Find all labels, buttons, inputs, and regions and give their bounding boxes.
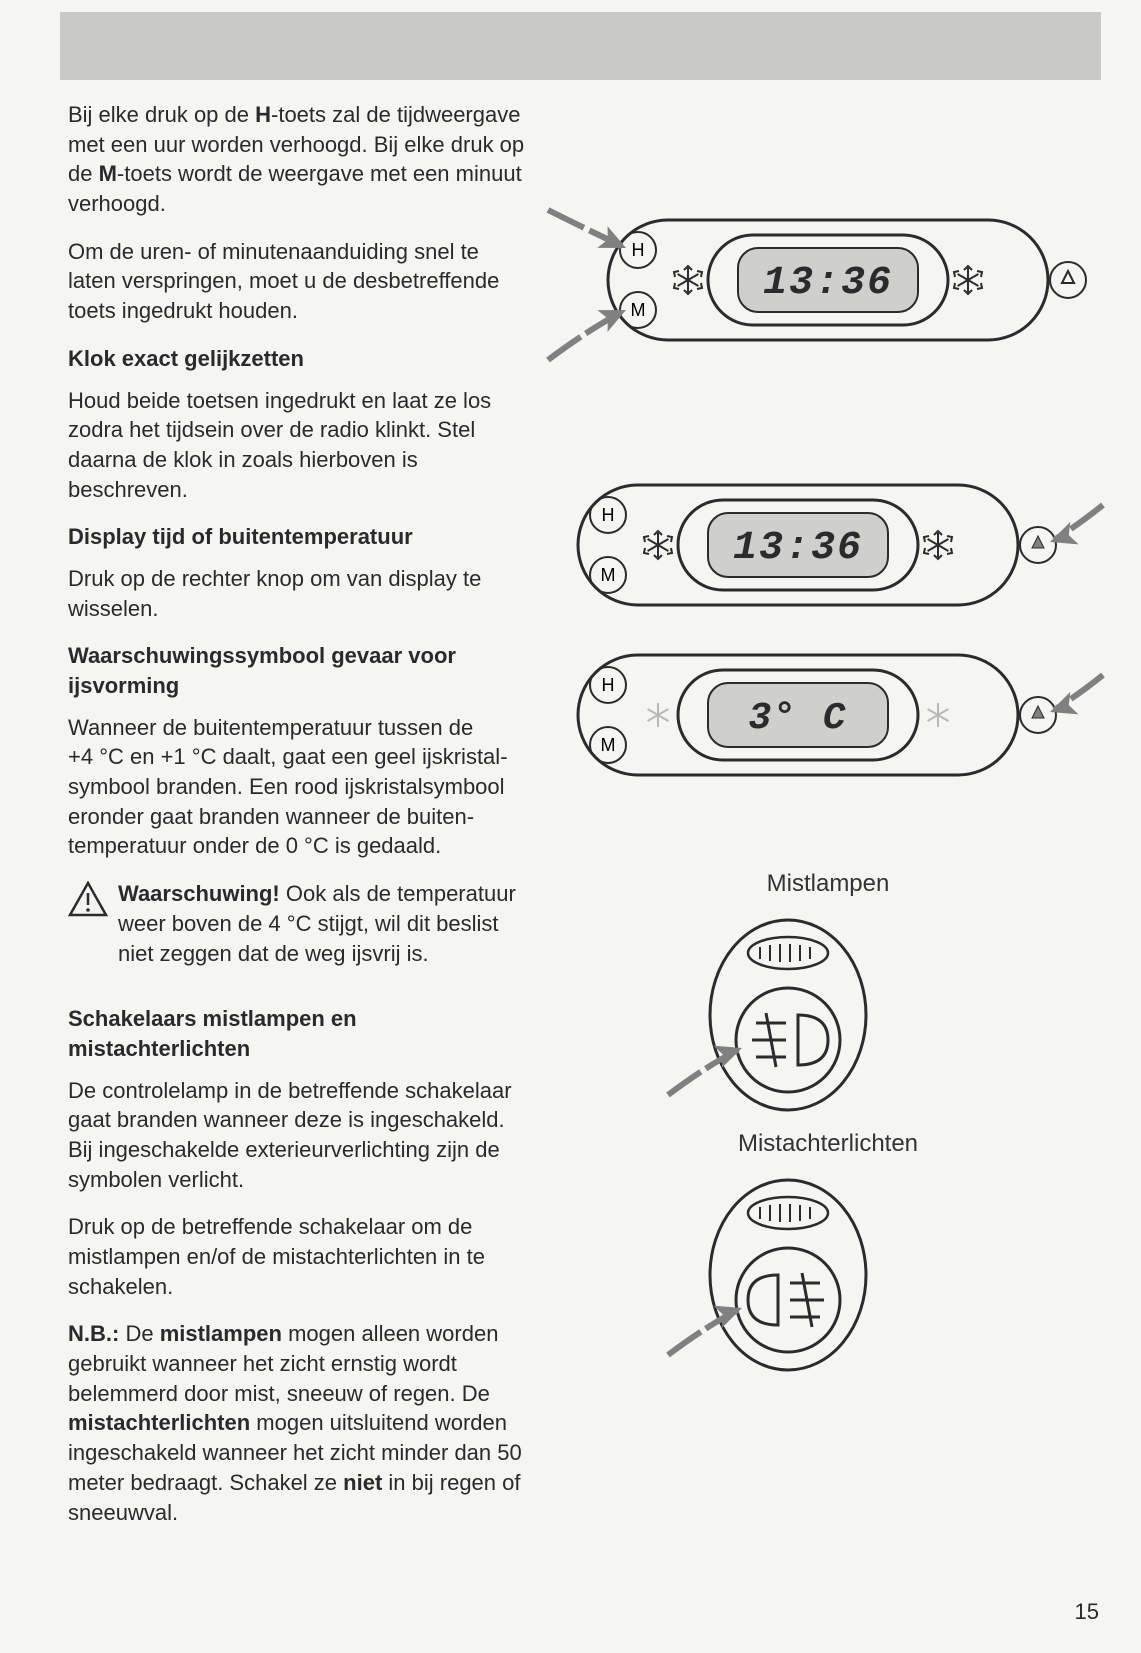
header-bar: [60, 12, 1101, 80]
svg-text:H: H: [602, 505, 615, 525]
temp-panel: 3° C H M: [548, 640, 1108, 790]
heading-clock-sync: Klok exact gelijkzetten: [68, 344, 528, 374]
text: -toets wordt de weergave met een minuut …: [68, 161, 522, 216]
paragraph-1: Bij elke druk op de H-toets zal de tijdw…: [68, 100, 528, 219]
paragraph-7: Druk op de betreffende schakelaar om de …: [68, 1212, 528, 1301]
svg-text:H: H: [602, 675, 615, 695]
svg-text:M: M: [631, 300, 646, 320]
svg-text:M: M: [601, 565, 616, 585]
mistachterlichten-label: Mistachterlichten: [678, 1130, 978, 1158]
svg-text:13:36: 13:36: [763, 261, 893, 306]
svg-text:13:36: 13:36: [733, 526, 863, 571]
warning-text: Waarschuwing! Ook als de temperatuur wee…: [118, 879, 528, 968]
figure-column: 13:36 H M 13:36 H: [558, 100, 1101, 1593]
nb-label: N.B.:: [68, 1321, 119, 1346]
text: De: [119, 1321, 159, 1346]
paragraph-6: De controlelamp in de betreffende schake…: [68, 1076, 528, 1195]
warning-triangle-icon: [68, 881, 108, 917]
warning-label: Waarschuwing!: [118, 881, 280, 906]
warning-block: Waarschuwing! Ook als de temperatuur wee…: [68, 879, 528, 986]
bold-mistlampen: mistlampen: [160, 1321, 282, 1346]
clock-panel-2: 13:36 H M: [548, 470, 1108, 620]
bold-niet: niet: [343, 1470, 382, 1495]
heading-foglight-switches: Schakelaars mistlampen en mistachterlich…: [68, 1004, 528, 1063]
mistlampen-label: Mistlampen: [678, 870, 978, 898]
svg-text:H: H: [632, 240, 645, 260]
text-column: Bij elke druk op de H-toets zal de tijdw…: [68, 100, 528, 1593]
heading-ice-warning: Waarschuwingssymbool gevaar voor ijsvorm…: [68, 641, 528, 700]
paragraph-2: Om de uren- of minutenaanduiding snel te…: [68, 237, 528, 326]
svg-text:M: M: [601, 735, 616, 755]
nb-paragraph: N.B.: De mistlampen mogen alleen worden …: [68, 1319, 528, 1527]
bold-mistachterlichten: mistachterlichten: [68, 1410, 250, 1435]
paragraph-5: Wanneer de buitentemperatuur tussen de +…: [68, 713, 528, 861]
paragraph-4: Druk op de rechter knop om van display t…: [68, 564, 528, 623]
fog-rear-switch: [658, 1165, 878, 1385]
svg-text:3° C: 3° C: [748, 697, 847, 740]
text: Bij elke druk op de: [68, 102, 255, 127]
bold-m: M: [99, 161, 117, 186]
heading-display-toggle: Display tijd of buitentemperatuur: [68, 522, 528, 552]
bold-h: H: [255, 102, 271, 127]
fog-front-switch: [658, 905, 878, 1125]
content-area: Bij elke druk op de H-toets zal de tijdw…: [68, 100, 1101, 1593]
clock-panel-1: 13:36 H M: [538, 200, 1098, 370]
paragraph-3: Houd beide toetsen ingedrukt en laat ze …: [68, 386, 528, 505]
page-number: 15: [1075, 1599, 1099, 1625]
